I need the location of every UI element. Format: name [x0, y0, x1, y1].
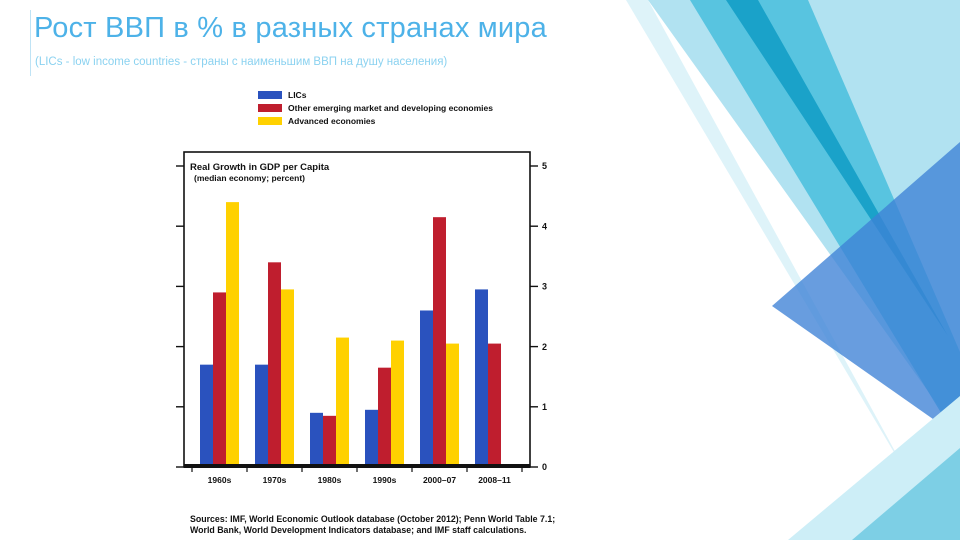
x-category-label: 1960s: [208, 475, 232, 485]
legend-item-lics: LICs: [258, 90, 493, 100]
y-tick-label: 2: [542, 342, 547, 352]
legend-label: Other emerging market and developing eco…: [288, 103, 493, 113]
legend-label: LICs: [288, 90, 307, 100]
legend-label: Advanced economies: [288, 116, 376, 126]
legend-swatch-lics: [258, 91, 282, 99]
gdp-chart: LICs Other emerging market and developin…: [170, 86, 580, 540]
x-category-label: 2008–11: [478, 475, 511, 485]
y-tick-label: 5: [542, 161, 547, 171]
decor-triangle: [726, 0, 948, 336]
legend-item-advanced: Advanced economies: [258, 116, 493, 126]
x-axis-line: [184, 464, 530, 468]
chart-bar: [433, 217, 446, 467]
y-tick-label: 1: [542, 402, 547, 412]
chart-bar: [336, 337, 349, 467]
title-accent-line: [30, 10, 31, 76]
decor-triangle: [690, 0, 960, 444]
chart-bar: [281, 289, 294, 467]
chart-legend: LICs Other emerging market and developin…: [258, 90, 493, 126]
chart-bar: [420, 310, 433, 467]
chart-bar: [475, 289, 488, 467]
y-tick-label: 0: [542, 462, 547, 472]
chart-bar: [213, 292, 226, 467]
chart-subtitle: (median economy; percent): [194, 173, 305, 183]
legend-swatch-emerging: [258, 104, 282, 112]
chart-bar: [488, 343, 501, 467]
chart-bar: [391, 340, 404, 467]
chart-bar: [323, 415, 336, 467]
y-tick-label: 4: [542, 221, 547, 231]
x-category-label: 1980s: [318, 475, 342, 485]
chart-bar: [446, 343, 459, 467]
chart-title: Real Growth in GDP per Capita: [190, 162, 330, 173]
y-tick-label: 3: [542, 282, 547, 292]
gdp-chart-plot: 0 1 2 3 4 5 Real Growth in GDP per Capita(medi…: [176, 151, 547, 485]
x-category-label: 2000–07: [423, 475, 456, 485]
decor-triangle: [626, 0, 914, 486]
chart-bar: [365, 409, 378, 467]
legend-item-emerging: Other emerging market and developing eco…: [258, 103, 493, 113]
slide-title: Рост ВВП в % в разных странах мира: [34, 12, 547, 44]
chart-sources: Sources: IMF, World Economic Outlook dat…: [190, 514, 556, 536]
chart-bar: [255, 364, 268, 467]
x-category-label: 1990s: [373, 475, 397, 485]
decor-triangle: [788, 396, 960, 540]
slide-subtitle: (LICs - low income countries - страны с …: [35, 56, 448, 68]
decor-triangle: [772, 142, 960, 438]
chart-bar: [310, 412, 323, 467]
chart-bar: [200, 364, 213, 467]
chart-bar: [268, 262, 281, 467]
decor-triangle: [852, 448, 960, 540]
legend-swatch-advanced: [258, 117, 282, 125]
chart-bar: [226, 202, 239, 467]
chart-bar: [378, 367, 391, 467]
x-category-label: 1970s: [263, 475, 287, 485]
decor-triangle: [648, 0, 960, 436]
